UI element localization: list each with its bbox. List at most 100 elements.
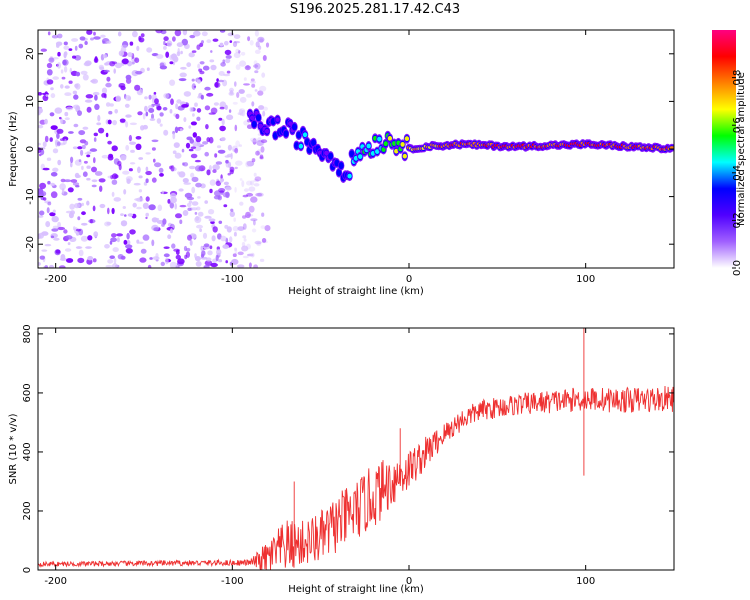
noise-cell (188, 52, 195, 58)
carrier-core (288, 121, 293, 126)
noise-cell (234, 247, 237, 251)
carrier-core (264, 128, 270, 134)
noise-cell (219, 101, 227, 109)
noise-cell (214, 153, 218, 158)
noise-cell (86, 154, 91, 158)
noise-cell (51, 215, 59, 223)
carrier-core (311, 140, 316, 146)
noise-cell (239, 96, 247, 103)
noise-cell (97, 114, 101, 122)
noise-cell (57, 141, 61, 147)
noise-cell (194, 253, 197, 259)
noise-cell (186, 136, 193, 141)
noise-cell (147, 264, 152, 268)
carrier-core (275, 117, 280, 122)
noise-cell (190, 146, 197, 149)
noise-cell (167, 199, 171, 204)
noise-cell (92, 91, 100, 96)
noise-cell (56, 128, 64, 134)
noise-cell (233, 217, 236, 222)
noise-cell (196, 116, 201, 122)
noise-cell (211, 235, 216, 242)
noise-cell (39, 255, 45, 260)
noise-cell (151, 217, 158, 223)
noise-cell (242, 194, 249, 198)
snr-xtick-label: -100 (221, 576, 244, 587)
carrier-core (334, 160, 340, 166)
noise-cell (107, 259, 114, 264)
noise-cell (262, 106, 268, 111)
noise-cell (183, 117, 187, 123)
noise-cell (242, 223, 247, 230)
carrier-core (256, 115, 261, 121)
noise-cell (142, 113, 146, 120)
noise-cell (43, 197, 47, 201)
carrier-core (336, 170, 342, 176)
noise-cell (151, 147, 156, 151)
noise-cell (106, 40, 112, 44)
noise-cell (123, 189, 127, 195)
noise-cell (251, 228, 257, 233)
noise-cell (182, 178, 189, 183)
noise-cell (254, 89, 258, 92)
snr-ytick-label: 800 (22, 324, 33, 343)
noise-cell (42, 167, 50, 171)
noise-cell (69, 67, 73, 74)
noise-cell (113, 257, 117, 264)
noise-cell (204, 105, 211, 111)
noise-cell (246, 253, 254, 257)
noise-cell (64, 248, 72, 252)
noise-cell (206, 39, 212, 44)
noise-cell (195, 216, 200, 221)
noise-cell (109, 103, 114, 107)
noise-cell (174, 152, 182, 159)
noise-cell (81, 211, 86, 216)
noise-cell (239, 112, 244, 117)
noise-cell (57, 226, 65, 231)
colorbar-gradient (712, 30, 736, 268)
noise-cell (183, 245, 188, 252)
noise-cell (143, 181, 148, 186)
noise-cell (251, 101, 255, 107)
noise-cell (250, 78, 255, 82)
noise-cell (224, 40, 229, 46)
noise-cell (205, 124, 209, 130)
noise-cell (235, 160, 243, 166)
noise-cell (162, 218, 167, 225)
noise-cell (38, 124, 44, 129)
noise-cell (187, 234, 192, 241)
noise-cell (155, 30, 163, 34)
noise-cell (183, 91, 192, 97)
noise-cell (204, 86, 211, 91)
carrier-core (387, 136, 393, 141)
noise-cell (101, 87, 108, 94)
noise-cell (111, 179, 118, 185)
noise-cell (160, 261, 165, 267)
noise-cell (117, 31, 122, 37)
noise-cell (231, 145, 238, 153)
noise-cell (248, 205, 255, 213)
noise-cell (134, 57, 140, 63)
noise-cell (208, 165, 212, 172)
noise-cell (259, 156, 264, 160)
noise-cell (181, 104, 189, 108)
noise-cell (235, 140, 240, 148)
noise-cell (195, 136, 202, 143)
noise-cell (76, 246, 82, 249)
noise-cell (121, 58, 129, 65)
noise-cell (68, 131, 74, 134)
noise-cell (94, 171, 103, 176)
noise-cell (229, 87, 234, 93)
noise-cell (91, 179, 98, 183)
noise-cell (115, 62, 122, 69)
noise-cell (206, 169, 211, 176)
noise-cell (76, 232, 80, 236)
noise-cell (38, 233, 42, 239)
noise-cell (249, 180, 255, 186)
noise-cell (194, 159, 201, 163)
noise-cell (153, 227, 159, 232)
spec-ytick-label: -20 (25, 236, 36, 252)
noise-cell (225, 186, 232, 191)
noise-cell (63, 51, 68, 57)
colorbar-ticks: 0.0 0.2 0.4 0.6 0.8 (732, 70, 743, 276)
